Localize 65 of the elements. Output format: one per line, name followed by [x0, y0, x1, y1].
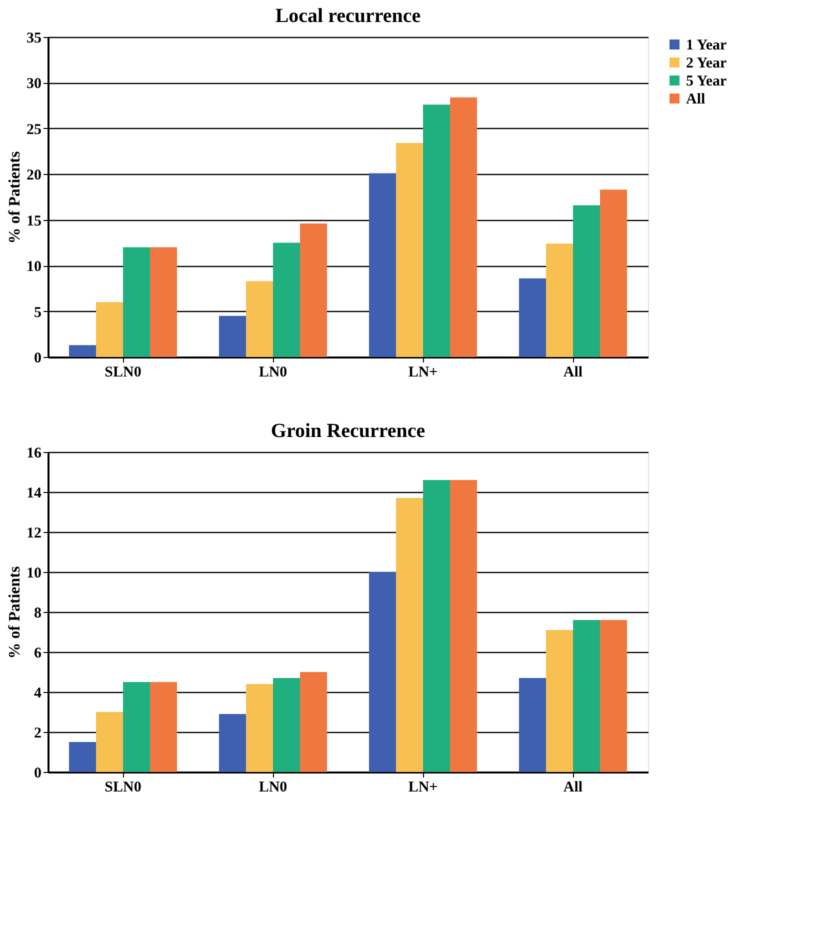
y-tick-label: 8: [34, 606, 42, 622]
y-tick-label: 5: [34, 304, 42, 321]
bar: [423, 480, 450, 772]
y-tick-label: 16: [26, 446, 42, 462]
legend-label: All: [686, 92, 706, 108]
y-tick-label: 0: [34, 766, 42, 782]
x-tick-label: LN0: [258, 780, 288, 796]
x-tick-label: LN+: [408, 364, 438, 380]
x-tick-label: LN0: [258, 364, 288, 380]
x-tick-label: All: [563, 780, 583, 796]
y-tick-label: 6: [34, 646, 42, 662]
bar: [519, 278, 546, 357]
bar: [123, 247, 150, 357]
bar: [150, 247, 177, 357]
legend-label: 1 Year: [686, 38, 728, 54]
y-tick-label: 0: [34, 350, 42, 366]
bar: [273, 678, 300, 772]
y-tick-label: 10: [26, 566, 42, 582]
legend-label: 5 Year: [686, 74, 728, 90]
bar: [123, 682, 150, 772]
y-axis-title: % of Patients: [6, 151, 24, 244]
bar: [246, 684, 273, 772]
y-tick-label: 10: [26, 259, 42, 276]
y-tick-label: 2: [34, 726, 42, 742]
bar: [519, 678, 546, 772]
bar: [69, 345, 96, 357]
bar: [246, 281, 273, 357]
bar: [546, 244, 573, 357]
bar: [369, 572, 396, 772]
bar: [423, 104, 450, 357]
x-tick-label: SLN0: [104, 780, 142, 796]
bar: [69, 742, 96, 772]
bar: [369, 173, 396, 357]
bar: [219, 714, 246, 772]
y-tick-label: 20: [26, 168, 42, 184]
x-tick-label: All: [563, 364, 583, 380]
y-tick-label: 4: [34, 686, 42, 702]
bar: [273, 242, 300, 357]
chart-title: Groin Recurrence: [270, 420, 426, 442]
bar: [573, 205, 600, 357]
y-tick-label: 25: [26, 122, 42, 138]
y-tick-label: 12: [26, 526, 42, 542]
bar: [219, 316, 246, 357]
bar: [450, 97, 477, 357]
bar: [96, 712, 123, 772]
bar: [573, 620, 600, 772]
bar: [600, 190, 627, 357]
bar: [546, 630, 573, 772]
bar: [300, 672, 327, 772]
bar: [396, 143, 423, 357]
x-tick-label: LN+: [408, 780, 438, 796]
bar: [600, 620, 627, 772]
chart-title: Local recurrence: [275, 5, 421, 27]
bar: [150, 682, 177, 772]
bar: [96, 302, 123, 357]
y-tick-label: 30: [26, 76, 42, 92]
x-tick-label: SLN0: [104, 364, 142, 380]
bar: [300, 224, 327, 357]
bar: [450, 480, 477, 772]
legend-label: 2 Year: [686, 56, 728, 72]
y-tick-label: 14: [26, 486, 42, 502]
y-tick-label: 35: [26, 30, 42, 46]
y-axis-title: % of Patients: [6, 566, 24, 659]
bar: [396, 498, 423, 772]
y-tick-label: 15: [26, 213, 42, 230]
